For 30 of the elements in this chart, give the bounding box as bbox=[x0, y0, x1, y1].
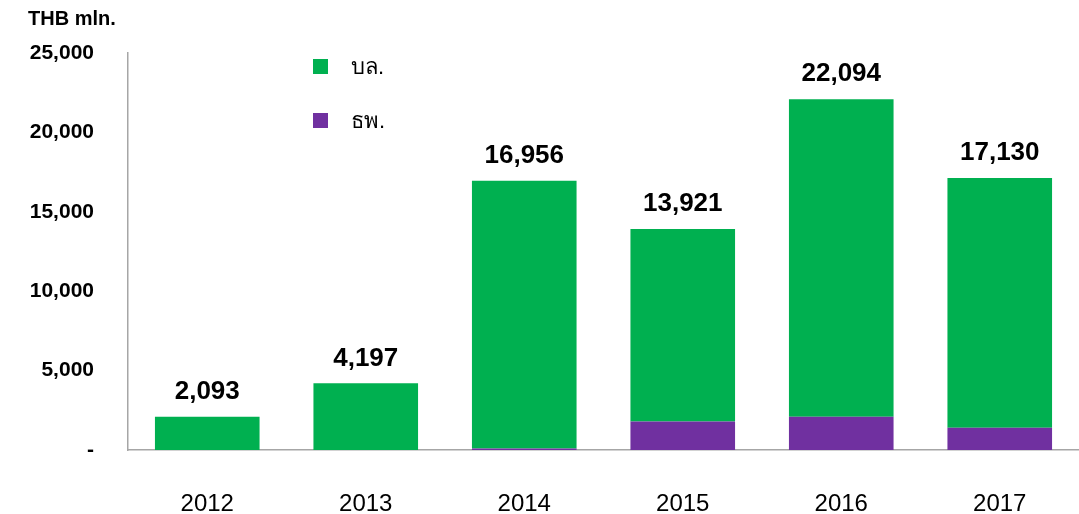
bar bbox=[788, 99, 894, 417]
y-tick-label: 15,000 bbox=[29, 198, 94, 222]
x-tick-label: 2013 bbox=[339, 489, 393, 514]
y-tick-label: 20,000 bbox=[29, 119, 94, 143]
x-tick-label: 2015 bbox=[656, 489, 710, 514]
total-label: 2,093 bbox=[174, 374, 240, 405]
bar bbox=[947, 427, 1053, 450]
bar bbox=[313, 383, 419, 450]
legend-label: ธพ. bbox=[351, 108, 386, 134]
x-tick-label: 2012 bbox=[180, 489, 234, 514]
total-label: 17,130 bbox=[959, 136, 1040, 167]
bar bbox=[471, 180, 577, 449]
x-tick-label: 2017 bbox=[973, 489, 1027, 514]
bar bbox=[630, 228, 736, 422]
bar bbox=[154, 416, 260, 450]
y-tick-label: 25,000 bbox=[29, 39, 94, 63]
bar bbox=[630, 421, 736, 450]
x-tick-label: 2014 bbox=[497, 489, 551, 514]
y-tick-label: - bbox=[87, 436, 94, 460]
x-tick-label: 2016 bbox=[814, 489, 868, 514]
total-label: 4,197 bbox=[333, 341, 399, 372]
bar bbox=[788, 416, 894, 450]
y-axis-title: THB mln. bbox=[28, 6, 116, 29]
legend-label: บล. bbox=[351, 54, 385, 80]
total-label: 16,956 bbox=[484, 138, 565, 169]
y-tick-label: 10,000 bbox=[29, 278, 94, 301]
bar bbox=[947, 177, 1053, 428]
total-label: 13,921 bbox=[642, 187, 723, 218]
total-label: 22,094 bbox=[801, 57, 882, 88]
y-tick-label: 5,000 bbox=[41, 357, 94, 381]
